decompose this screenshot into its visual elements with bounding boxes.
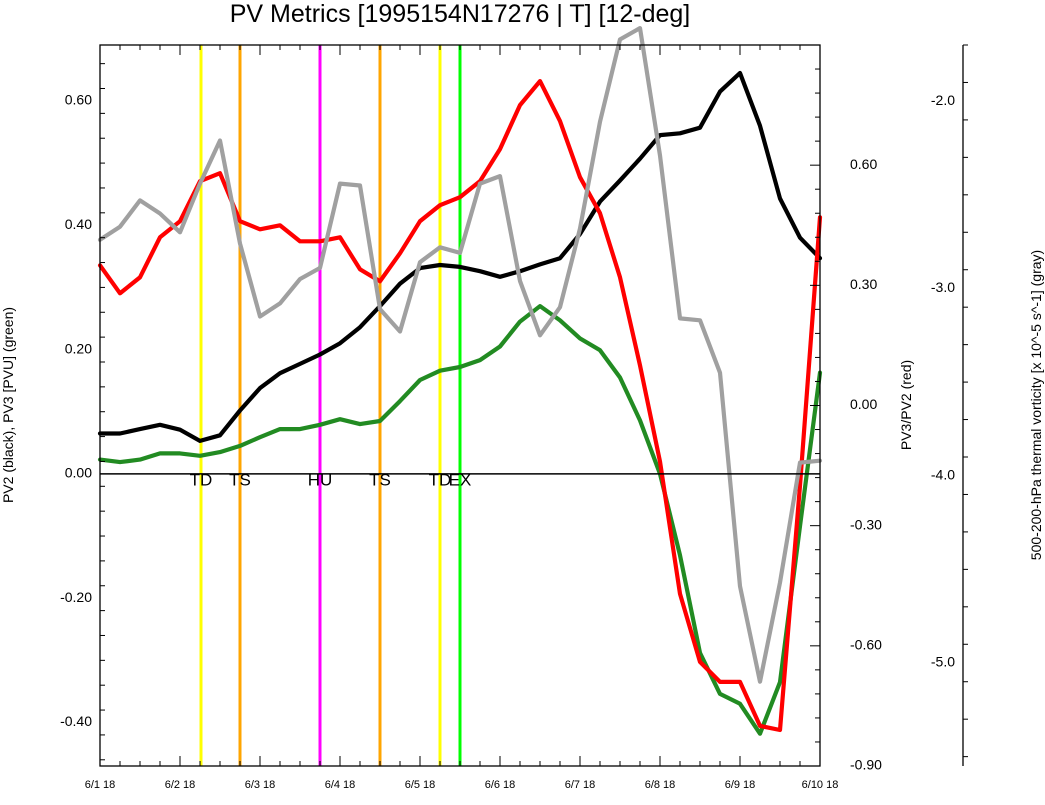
event-label: TS	[229, 470, 251, 489]
x-tick-label: 6/7 18	[565, 779, 596, 791]
x-tick-label: 6/8 18	[645, 779, 676, 791]
right-tick-label: -0.60	[850, 637, 882, 653]
right-tick-label: -0.90	[850, 757, 882, 773]
left-tick-label: 0.20	[65, 340, 92, 356]
far-right-tick-label: -4.0	[931, 466, 955, 482]
series-line-2	[97, 78, 823, 733]
event-label: HU	[308, 470, 333, 489]
right-tick-label: 0.00	[850, 396, 877, 412]
far-right-tick-label: -3.0	[931, 279, 955, 295]
left-tick-label: -0.40	[60, 713, 92, 729]
x-tick-label: 6/5 18	[405, 779, 436, 791]
series-line-0	[97, 70, 823, 443]
x-tick-label: 6/1 18	[85, 779, 116, 791]
x-tick-label: 6/4 18	[325, 779, 356, 791]
x-tick-label: 6/10 18	[802, 779, 839, 791]
event-label: TS	[369, 470, 391, 489]
right-axis-title: PV3/PV2 (red)	[898, 360, 914, 450]
right-tick-label: 0.30	[850, 276, 877, 292]
left-axis-title: PV2 (black), PV3 [PVU] (green)	[0, 307, 16, 503]
chart-title: PV Metrics [1995154N17276 | T] [12-deg]	[230, 0, 690, 28]
event-label: TD	[429, 470, 452, 489]
x-tick-label: 6/3 18	[245, 779, 276, 791]
series-line-3	[97, 26, 823, 684]
x-tick-label: 6/2 18	[165, 779, 196, 791]
far-right-tick-label: -5.0	[931, 654, 955, 670]
left-tick-label: -0.20	[60, 589, 92, 605]
x-tick-label: 6/9 18	[725, 779, 756, 791]
far-right-axis-title: 500-200-hPa thermal vorticity [x 10^-5 s…	[1028, 250, 1044, 560]
left-tick-label: 0.40	[65, 216, 92, 232]
event-label: EX	[449, 470, 472, 489]
event-label: TD	[190, 470, 213, 489]
far-right-tick-label: -2.0	[931, 92, 955, 108]
right-tick-label: 0.60	[850, 156, 877, 172]
series-lines	[97, 26, 823, 736]
left-tick-label: 0.00	[65, 465, 92, 481]
series-line-1	[97, 304, 823, 736]
axes: 6/1 18 6/2 18 6/3 18 6/4 18 6/5 18 6/6 18 6/7 …	[60, 44, 968, 791]
left-tick-label: 0.60	[65, 92, 92, 108]
x-tick-label: 6/6 18	[485, 779, 516, 791]
right-tick-label: -0.30	[850, 516, 882, 532]
